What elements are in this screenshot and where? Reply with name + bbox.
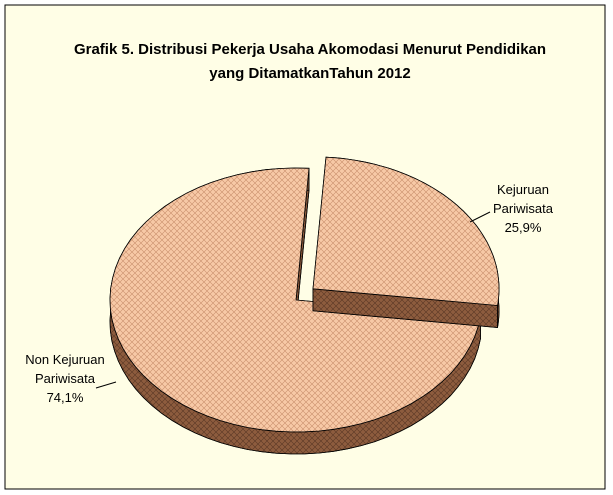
chart-title: Grafik 5. Distribusi Pekerja Usaha Akomo… <box>73 41 547 82</box>
slice <box>312 156 500 306</box>
leader-line <box>95 381 117 389</box>
value-label: 25,9% <box>504 220 542 235</box>
slice-label: Non Kejuruan Pariwisata <box>25 352 105 386</box>
pie <box>95 156 500 455</box>
leader-line <box>469 211 491 223</box>
value-label: 74,1% <box>46 390 84 405</box>
slice-label: Kejuruan Pariwisata <box>493 182 553 216</box>
slice <box>109 167 481 433</box>
